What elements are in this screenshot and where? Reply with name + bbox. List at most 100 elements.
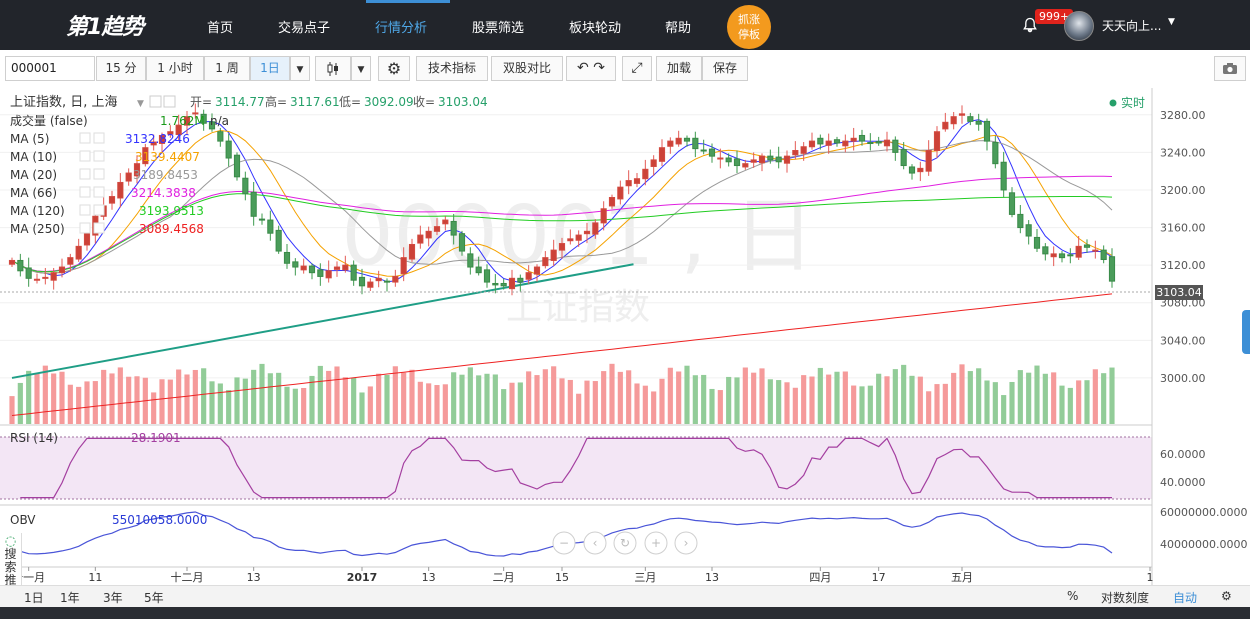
reset-icon[interactable]: [613, 531, 637, 555]
limit-up-promo-button[interactable]: 抓涨 停板: [727, 5, 771, 49]
chart-type-button[interactable]: [315, 56, 351, 81]
save-button[interactable]: 保存: [702, 56, 748, 81]
visibility-icon[interactable]: [79, 132, 91, 144]
volume-bar: [184, 374, 190, 424]
nav-controls[interactable]: [552, 531, 698, 555]
nav-stock-screener[interactable]: 股票筛选: [472, 21, 525, 36]
settings-icon[interactable]: [93, 150, 105, 162]
candle-body: [783, 155, 791, 164]
visibility-icon[interactable]: [149, 95, 162, 108]
candle-body: [217, 131, 224, 142]
settings-icon[interactable]: [93, 168, 105, 180]
indicators-button[interactable]: 技术指标: [416, 56, 488, 81]
candle-body: [1067, 254, 1074, 257]
nav-trade-ideas[interactable]: 交易点子: [278, 21, 331, 36]
time-tick-label: 三月: [634, 571, 656, 584]
settings-button[interactable]: ⚙: [378, 56, 410, 81]
period-1week[interactable]: 1 周: [204, 56, 250, 81]
volume-bar: [1017, 370, 1023, 424]
candle-body: [42, 276, 49, 279]
visibility-icon[interactable]: [79, 150, 91, 162]
nav-sector-rotation[interactable]: 板块轮动: [569, 21, 622, 36]
volume-bar: [467, 367, 473, 424]
trendline[interactable]: [11, 263, 634, 379]
scroll-left-icon[interactable]: [583, 531, 607, 555]
range-1d[interactable]: 1日: [24, 591, 44, 605]
rsi-axis: 40.0000 60.0000: [1160, 448, 1206, 489]
visibility-icon[interactable]: [79, 186, 91, 198]
fullscreen-button[interactable]: ⤢: [622, 56, 652, 81]
chart-type-dropdown[interactable]: ▼: [351, 56, 371, 81]
watermark-name: 上证指数: [506, 287, 650, 328]
chevron-down-icon[interactable]: ▼: [1168, 17, 1175, 27]
candle-body: [1042, 246, 1049, 255]
volume-bar: [892, 369, 898, 424]
zoom-in-icon[interactable]: [644, 531, 668, 555]
username[interactable]: 天天向上...: [1102, 19, 1162, 33]
candle-body: [1025, 224, 1032, 237]
period-dropdown[interactable]: ▼: [290, 56, 310, 81]
candle-body: [850, 137, 857, 142]
log-scale-toggle[interactable]: 对数刻度: [1101, 591, 1150, 605]
visibility-icon[interactable]: [79, 222, 91, 234]
visibility-icon[interactable]: [79, 204, 91, 216]
settings-icon[interactable]: [93, 132, 105, 144]
settings-icon[interactable]: [93, 222, 105, 234]
candle-body: [992, 142, 999, 165]
scroll-right-icon[interactable]: [674, 531, 698, 555]
volume-bar: [367, 386, 373, 424]
redo-icon[interactable]: ↷: [593, 60, 605, 76]
nav-home[interactable]: 首页: [207, 21, 234, 36]
candle-body: [583, 230, 591, 235]
volume-bar: [584, 380, 590, 424]
ma-legend-label: MA (250): [10, 222, 65, 236]
volume-bar: [709, 388, 715, 424]
settings-icon[interactable]: [93, 186, 105, 198]
period-1day[interactable]: 1日: [250, 56, 290, 81]
undo-redo-group[interactable]: ↶ ↷: [566, 56, 616, 81]
load-button[interactable]: 加载: [656, 56, 702, 81]
range-1y[interactable]: 1年: [60, 591, 80, 605]
volume-bar: [909, 375, 915, 424]
candlestick-icon: [327, 62, 338, 76]
volume-bar: [1092, 369, 1098, 424]
candle-body: [983, 120, 991, 142]
settings-icon[interactable]: [163, 95, 176, 108]
candle-body: [708, 148, 716, 157]
auto-scale-toggle[interactable]: 自动: [1173, 591, 1198, 605]
percent-scale-toggle[interactable]: %: [1067, 589, 1079, 603]
site-logo[interactable]: 第1趋势: [66, 15, 144, 40]
snapshot-button[interactable]: [1214, 56, 1246, 81]
candle-body: [792, 150, 799, 156]
zoom-out-icon[interactable]: [552, 531, 576, 555]
avatar[interactable]: [1064, 11, 1094, 41]
volume-bar: [201, 368, 207, 424]
undo-icon[interactable]: ↶: [577, 60, 589, 76]
candle-body: [542, 257, 549, 267]
candle-body: [950, 116, 957, 125]
volume-bar: [92, 381, 98, 424]
range-5y[interactable]: 5年: [144, 591, 164, 605]
compare-button[interactable]: 双股对比: [491, 56, 563, 81]
candle-body: [458, 233, 466, 252]
period-1hour[interactable]: 1 小时: [146, 56, 204, 81]
range-3y[interactable]: 3年: [103, 591, 123, 605]
legend-icon-group[interactable]: [149, 95, 176, 108]
nav-help[interactable]: 帮助: [665, 21, 692, 36]
ma-legend-label: MA (5): [10, 132, 49, 146]
candle-body: [267, 219, 274, 234]
settings-icon[interactable]: [93, 204, 105, 216]
visibility-icon[interactable]: [79, 168, 91, 180]
period-15min[interactable]: 15 分: [96, 56, 146, 81]
volume-bar: [851, 385, 857, 424]
chevron-down-icon[interactable]: ▼: [137, 99, 144, 109]
symbol-input[interactable]: 000001: [5, 56, 95, 81]
stock-chart[interactable]: 000001 , 日 上证指数 3000.003040.003080.00312…: [0, 88, 1250, 585]
gear-icon[interactable]: ⚙: [1221, 589, 1232, 603]
side-panel-toggle[interactable]: [1242, 310, 1250, 354]
nav-market-analysis[interactable]: 行情分析: [375, 21, 428, 36]
bell-icon[interactable]: [1022, 17, 1038, 33]
volume-bar: [567, 379, 573, 424]
candle-body: [875, 141, 882, 144]
realtime-label[interactable]: 实时: [1121, 95, 1145, 110]
